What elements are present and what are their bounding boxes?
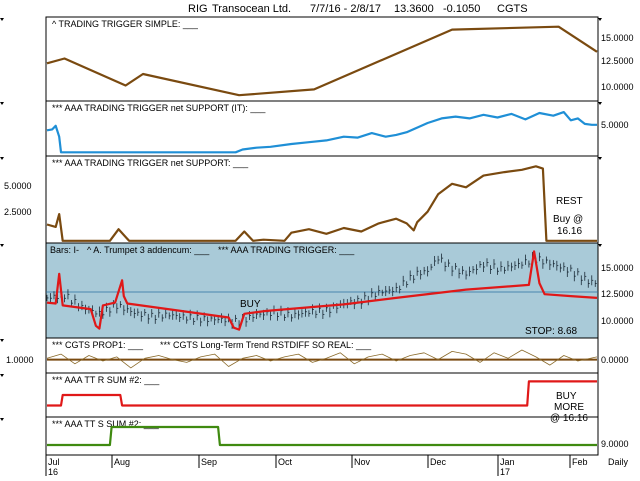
x-label: Sep	[201, 457, 217, 467]
p7-series-line	[47, 425, 597, 447]
panel2-label: *** AAA TRADING TRIGGER net SUPPORT (IT)…	[52, 103, 266, 113]
p3-series-line	[46, 165, 597, 242]
panel5-rstd-label: *** CGTS Long-Term Trend RSTDIFF SO REAL…	[160, 340, 372, 350]
panel4-trumpet-label: ^ A. Trumpet 3 addencum: ___	[87, 245, 210, 255]
p5-series-line-rstdiff	[46, 349, 598, 369]
x-year-label: 17	[500, 467, 510, 477]
buy-more-annotation-2: MORE	[554, 402, 584, 413]
x-label: Dec	[430, 457, 447, 467]
header-change: -0.1050	[443, 3, 480, 15]
header-study: CGTS	[497, 3, 528, 15]
p5-ytick-left: 1.0000	[6, 355, 34, 365]
p2-series-line	[46, 110, 597, 154]
header-range: 7/7/16 - 2/8/17	[310, 3, 381, 15]
p1-series-line	[46, 25, 598, 97]
rest-annotation: REST	[556, 196, 583, 207]
p1-ytick: 10.0000	[601, 82, 634, 92]
panel-corner-markers	[0, 18, 602, 421]
p4-ytick: 15.0000	[601, 263, 634, 273]
x-label: Feb	[572, 457, 588, 467]
stop-annotation: STOP: 8.68	[525, 326, 578, 337]
panel7-label: *** AAA TT S SUM #2: ___	[52, 419, 160, 429]
p4-series-line	[46, 250, 598, 331]
p5-ytick-right: 0.0000	[601, 355, 629, 365]
x-label: Jan	[500, 457, 515, 467]
panel1-label: ^ TRADING TRIGGER SIMPLE: ___	[52, 19, 199, 29]
p1-ytick: 15.0000	[601, 33, 634, 43]
header-price: 13.3600	[394, 3, 434, 15]
panel4-trigger-label: *** AAA TRADING TRIGGER: ___	[218, 245, 355, 255]
price-bars-layer	[46, 251, 597, 331]
panel-frames	[45, 16, 599, 456]
header-symbol: RIG	[188, 3, 208, 15]
p3-ytick: 2.5000	[4, 207, 32, 217]
panel6-label: *** AAA TT R SUM #2: ___	[52, 375, 160, 385]
p6-series-line	[47, 380, 597, 407]
x-label: Oct	[278, 457, 293, 467]
buy-more-annotation-1: BUY	[556, 391, 577, 402]
buy-more-annotation-3: @ 16.16	[550, 413, 588, 424]
p3-ytick: 5.0000	[4, 181, 32, 191]
panel4-background	[46, 243, 598, 338]
x-label: Nov	[354, 457, 371, 467]
buy-price-annotation: 16.16	[557, 226, 582, 237]
panel4-bars-label: Bars: I-	[50, 245, 79, 255]
panel3-label: *** AAA TRADING TRIGGER net SUPPORT: ___	[52, 158, 249, 168]
x-label: Jul	[48, 457, 60, 467]
p4-ytick: 10.0000	[601, 316, 634, 326]
header-company: Transocean Ltd.	[212, 3, 291, 15]
p2-ytick: 5.0000	[601, 120, 629, 130]
x-label: Aug	[114, 457, 130, 467]
x-period-label: Daily	[608, 457, 629, 467]
series-lines-layer	[46, 25, 598, 447]
buy-at-annotation: Buy @	[553, 214, 583, 225]
x-ticks	[45, 455, 571, 476]
p1-ytick: 12.5000	[601, 56, 634, 66]
x-year-label: 16	[48, 467, 58, 477]
p4-ytick: 12.5000	[601, 289, 634, 299]
buy-annotation: BUY	[240, 299, 261, 310]
p7-ytick: 9.0000	[601, 439, 629, 449]
panel5-prop-label: *** CGTS PROP1: ___	[52, 340, 144, 350]
